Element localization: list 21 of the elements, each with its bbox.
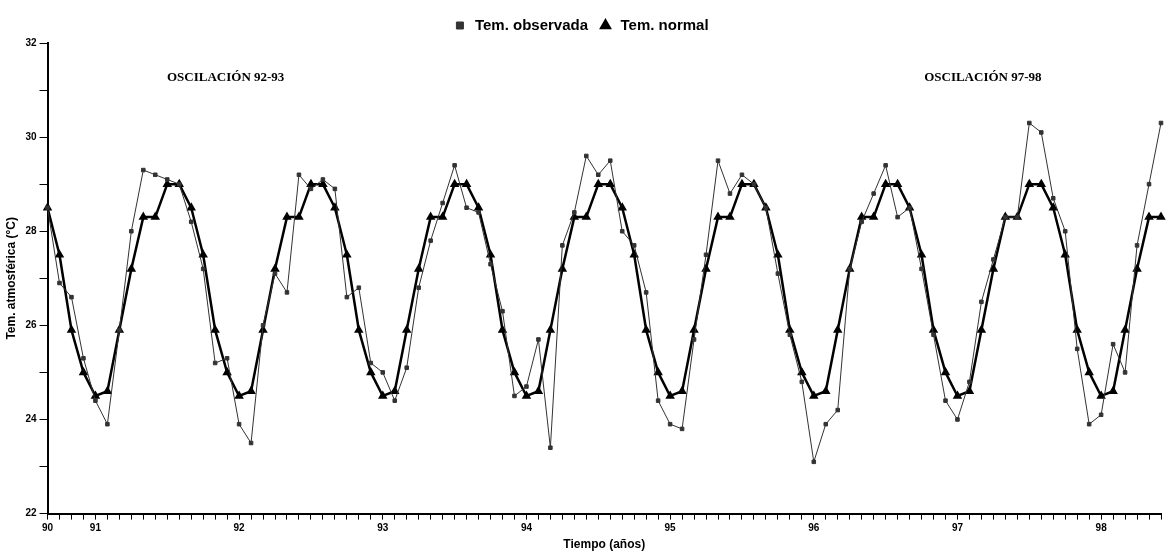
y-axis-title: Tem. atmosférica (°C) <box>3 216 18 340</box>
x-tick-label: 96 <box>808 522 820 534</box>
y-tick-label: 30 <box>25 130 37 142</box>
legend-label: Tem. observada <box>474 15 589 33</box>
x-tick-label: 97 <box>951 522 964 534</box>
y-tick-label: 32 <box>25 36 37 48</box>
x-tick-label: 91 <box>89 522 102 534</box>
x-tick-label: 94 <box>520 522 533 534</box>
y-tick-label: 24 <box>25 413 37 425</box>
annotation: OSCILACIÓN 97-98 <box>924 69 1043 85</box>
x-tick-label: 93 <box>377 522 389 534</box>
legend-label: Tem. normal <box>620 15 709 33</box>
y-tick-label: 22 <box>25 507 37 519</box>
annotation: OSCILACIÓN 92-93 <box>166 69 285 85</box>
x-tick-label: 90 <box>41 522 54 534</box>
x-tick-label: 95 <box>664 522 677 534</box>
x-axis-title: Tiempo (años) <box>563 537 646 552</box>
x-tick-label: 98 <box>1095 522 1108 534</box>
x-tick-label: 92 <box>233 522 246 534</box>
y-tick-label: 28 <box>25 224 37 236</box>
y-tick-label: 26 <box>25 319 37 331</box>
